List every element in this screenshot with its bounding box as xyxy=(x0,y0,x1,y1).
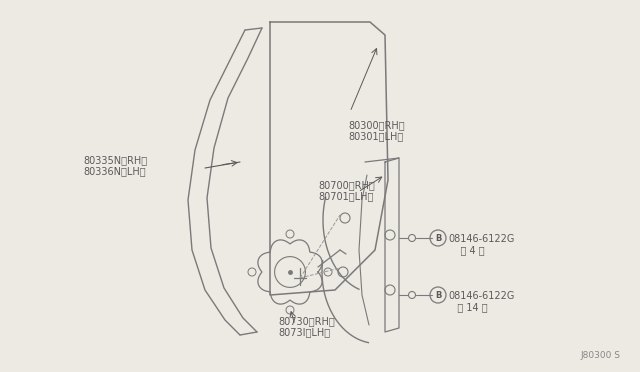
Text: 08146-6122G
   〈 14 〉: 08146-6122G 〈 14 〉 xyxy=(448,291,515,312)
Text: 80300〈RH〉
80301〈LH〉: 80300〈RH〉 80301〈LH〉 xyxy=(348,120,404,142)
Text: 80730〈RH〉
8073I〈LH〉: 80730〈RH〉 8073I〈LH〉 xyxy=(278,316,335,338)
Text: 80700〈RH〉
80701〈LH〉: 80700〈RH〉 80701〈LH〉 xyxy=(318,180,375,202)
Text: B: B xyxy=(435,291,441,299)
Text: 80335N〈RH〉
80336N〈LH〉: 80335N〈RH〉 80336N〈LH〉 xyxy=(83,155,147,177)
Text: J80300 S: J80300 S xyxy=(580,351,620,360)
Text: B: B xyxy=(435,234,441,243)
Text: 08146-6122G
    〈 4 〉: 08146-6122G 〈 4 〉 xyxy=(448,234,515,256)
